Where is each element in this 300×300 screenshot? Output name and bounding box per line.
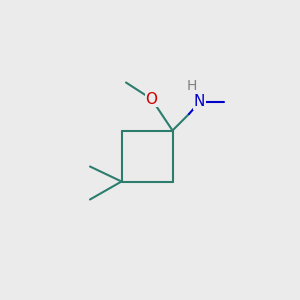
Text: O: O (146, 92, 158, 106)
Text: H: H (187, 79, 197, 92)
Text: N: N (194, 94, 205, 110)
